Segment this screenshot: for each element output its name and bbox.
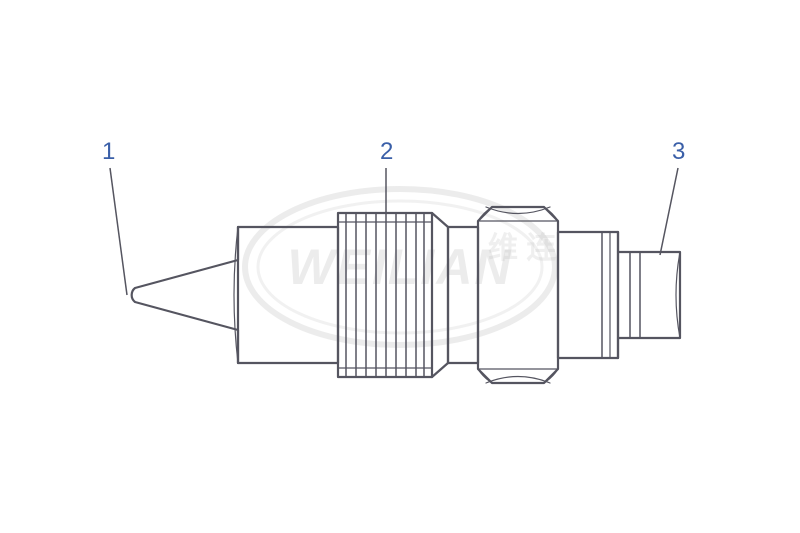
thread-lines	[346, 213, 424, 377]
thread-section	[338, 213, 432, 377]
body-section-1	[238, 227, 338, 363]
connector-section	[618, 252, 680, 338]
tip-contour	[132, 227, 238, 363]
callout-line-1	[110, 168, 127, 295]
callout-label-3: 3	[672, 138, 685, 166]
hex-outline	[478, 207, 558, 383]
body-section-2	[558, 232, 618, 358]
callout-label-2: 2	[380, 138, 393, 166]
lead-in-bot	[432, 363, 448, 377]
tip-upper	[117, 287, 238, 330]
callout-label-1: 1	[102, 138, 115, 166]
technical-drawing	[0, 0, 800, 533]
neck-section	[448, 227, 478, 363]
callout-line-3	[660, 168, 678, 255]
lead-in-top	[432, 213, 448, 227]
